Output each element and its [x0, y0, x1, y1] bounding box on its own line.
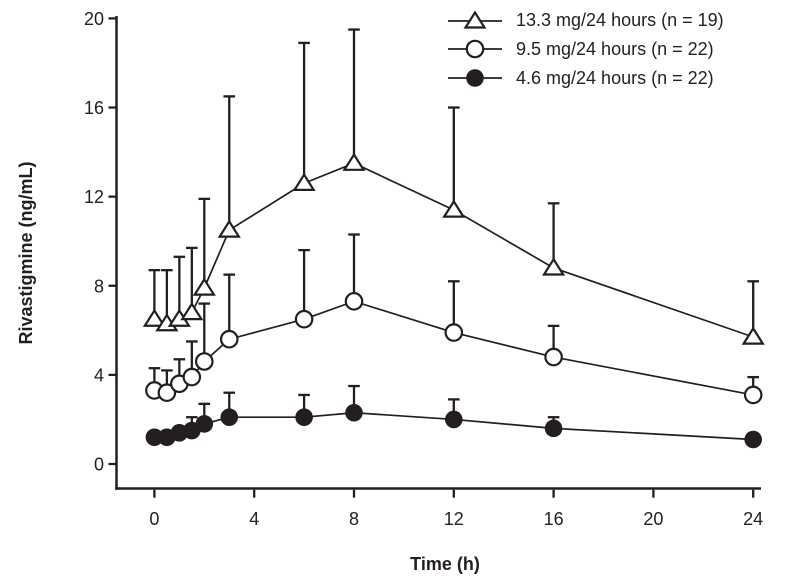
data-point-marker [342, 152, 366, 171]
data-point-marker [344, 292, 364, 311]
data-point-marker [743, 385, 763, 405]
x-axis-title: Time (h) [410, 554, 480, 574]
data-point-marker [157, 383, 177, 403]
data-point-marker [192, 277, 216, 296]
open-triangle-marker-icon [448, 9, 502, 29]
data-point-marker [219, 329, 239, 349]
y-tick-label: 4 [94, 365, 104, 385]
data-point-marker [217, 219, 241, 238]
legend-item-9-5mg: 9.5 mg/24 hours (n = 22) [448, 34, 724, 63]
x-tick-label: 0 [149, 509, 159, 529]
x-tick-label: 20 [643, 509, 663, 529]
error-bars-layer [148, 28, 759, 431]
y-tick-label: 8 [94, 276, 104, 296]
data-point-marker [744, 430, 762, 449]
x-tick-label: 8 [349, 509, 359, 529]
y-tick-label: 12 [84, 187, 104, 207]
open-circle-marker-icon [448, 39, 502, 58]
data-point-marker [442, 199, 466, 218]
x-tick-label: 24 [743, 509, 763, 529]
legend-label: 4.6 mg/24 hours (n = 22) [516, 67, 714, 88]
data-point-marker [195, 352, 214, 371]
y-axis-title: Rivastigmine (ng/mL) [16, 161, 36, 344]
legend-item-4-6mg: 4.6 mg/24 hours (n = 22) [448, 63, 724, 92]
data-point-marker [182, 367, 202, 387]
data-point-marker [292, 172, 316, 191]
y-tick-label: 16 [84, 98, 104, 118]
x-tick-label: 16 [544, 509, 564, 529]
data-point-marker [544, 347, 563, 367]
legend-label: 9.5 mg/24 hours (n = 22) [516, 38, 714, 59]
data-point-marker [142, 308, 166, 327]
data-point-marker [345, 403, 363, 422]
data-point-marker [295, 408, 313, 427]
legend-label: 13.3 mg/24 hours (n = 19) [516, 9, 724, 30]
data-point-marker [195, 415, 214, 433]
data-point-marker [542, 257, 566, 276]
axes-layer [108, 16, 761, 498]
data-point-marker [544, 419, 563, 438]
y-tick-label: 20 [84, 9, 104, 29]
x-tick-label: 4 [249, 509, 259, 529]
data-point-marker [445, 410, 463, 429]
tick-labels-layer: 0 4 8 12 16 20 0 4 8 12 16 20 24 [84, 9, 763, 529]
data-point-marker [180, 301, 204, 321]
data-point-marker [145, 428, 164, 447]
legend-item-13-3mg: 13.3 mg/24 hours (n = 19) [448, 5, 724, 34]
data-point-marker [220, 408, 239, 427]
filled-circle-marker-icon [448, 68, 502, 87]
data-point-marker [294, 309, 314, 329]
legend: 13.3 mg/24 hours (n = 19) 9.5 mg/24 hour… [448, 5, 724, 92]
data-point-marker [741, 326, 765, 345]
y-tick-label: 0 [94, 455, 104, 475]
data-markers-layer [142, 152, 765, 449]
x-tick-label: 12 [444, 509, 464, 529]
data-point-marker [444, 323, 464, 342]
